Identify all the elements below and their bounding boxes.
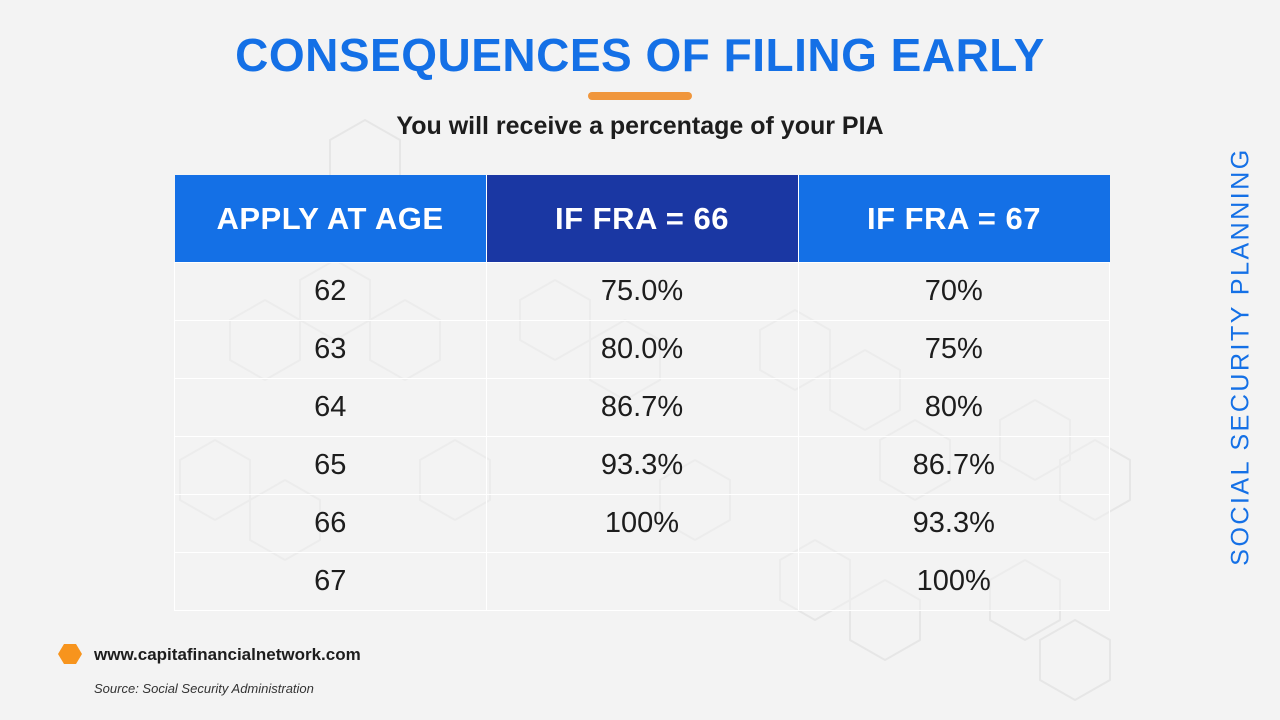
benefit-percentage-table: APPLY AT AGE IF FRA = 66 IF FRA = 67 62 … <box>174 175 1110 611</box>
cell-fra-66: 93.3% <box>485 436 799 495</box>
cell-age: 67 <box>174 552 487 611</box>
cell-age: 65 <box>174 436 487 495</box>
cell-age: 64 <box>174 378 487 437</box>
page-title: CONSEQUENCES OF FILING EARLY <box>235 29 1045 81</box>
website-link[interactable]: www.capitafinancialnetwork.com <box>94 645 361 664</box>
table-row: 63 80.0% 75% <box>174 320 1110 379</box>
page-subtitle: You will receive a percentage of your PI… <box>396 112 884 140</box>
cell-fra-67: 70% <box>797 262 1110 321</box>
cell-fra-66 <box>485 552 799 611</box>
cell-fra-66: 86.7% <box>485 378 799 437</box>
header-fra-67: IF FRA = 67 <box>798 175 1110 263</box>
cell-age: 62 <box>174 262 487 321</box>
cell-fra-67: 93.3% <box>797 494 1110 553</box>
table-row: 66 100% 93.3% <box>174 494 1110 553</box>
header-apply-at-age: APPLY AT AGE <box>174 175 487 263</box>
title-accent-bar <box>588 92 692 100</box>
hexagon-icon <box>58 644 82 664</box>
cell-fra-67: 80% <box>797 378 1110 437</box>
cell-fra-67: 75% <box>797 320 1110 379</box>
side-label: SOCIAL SECURITY PLANNING <box>1226 147 1255 566</box>
table-row: 67 100% <box>174 552 1110 611</box>
cell-fra-67: 86.7% <box>797 436 1110 495</box>
cell-age: 66 <box>174 494 487 553</box>
benefit-percentage-table-container: APPLY AT AGE IF FRA = 66 IF FRA = 67 62 … <box>174 175 1110 611</box>
table-row: 64 86.7% 80% <box>174 378 1110 437</box>
source-note: Source: Social Security Administration <box>94 681 314 696</box>
header-fra-66: IF FRA = 66 <box>486 175 799 263</box>
table-row: 62 75.0% 70% <box>174 262 1110 321</box>
cell-fra-66: 75.0% <box>485 262 799 321</box>
cell-fra-66: 80.0% <box>485 320 799 379</box>
table-header-row: APPLY AT AGE IF FRA = 66 IF FRA = 67 <box>174 175 1110 263</box>
cell-age: 63 <box>174 320 487 379</box>
table-row: 65 93.3% 86.7% <box>174 436 1110 495</box>
cell-fra-67: 100% <box>797 552 1110 611</box>
cell-fra-66: 100% <box>485 494 799 553</box>
